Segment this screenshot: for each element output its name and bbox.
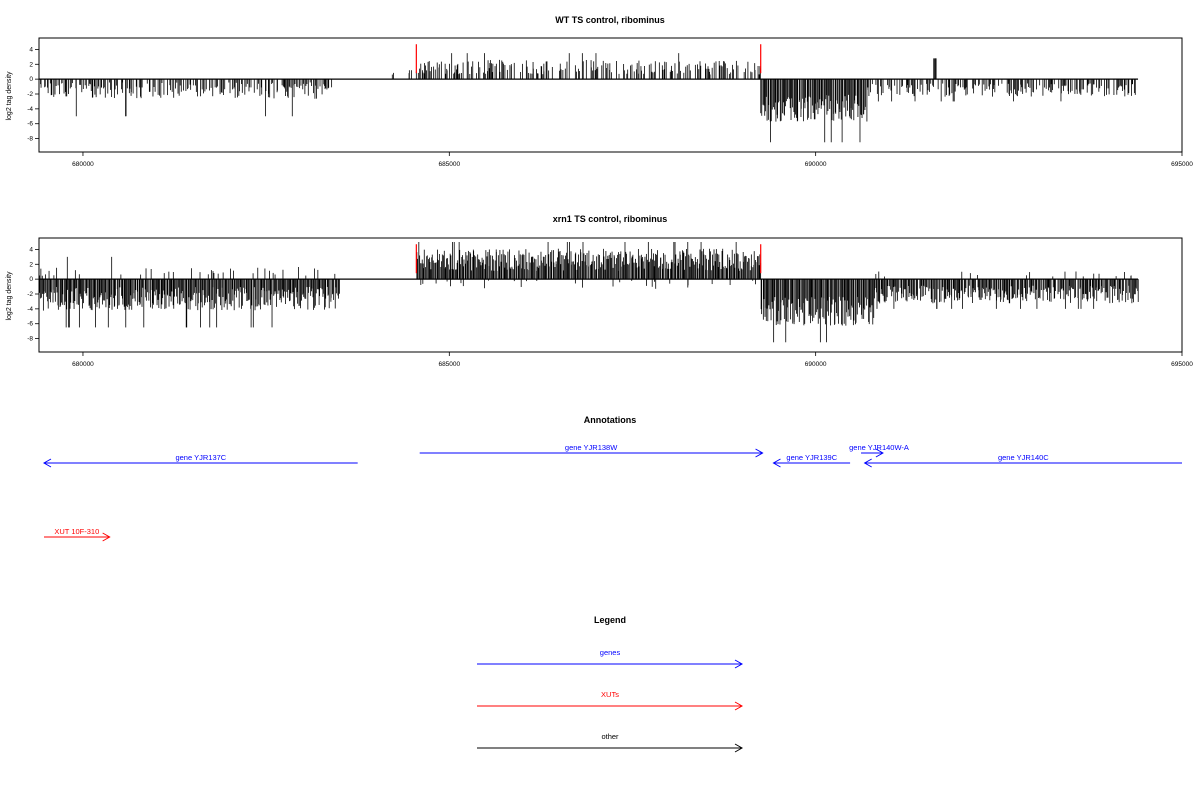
y-tick-label: 0 [29,76,33,83]
annotation-label: gene YJR137C [175,453,226,462]
x-tick-label: 680000 [72,361,94,368]
panel-xrn1-frame [38,237,1183,353]
y-tick-label: -4 [27,306,33,313]
x-tick-label: 685000 [438,161,460,168]
x-tick-label: 685000 [438,361,460,368]
annotation-gene-yjr139c: gene YJR139C [772,453,851,468]
panel-wt-frame [38,37,1183,153]
panel-xrn1-y-axis: 4 2 0 -2 -4 -6 -8 [27,246,39,343]
annotation-label: gene YJR138W [565,443,618,452]
arrowhead-left [42,458,52,468]
annotation-gene-yjr140c: gene YJR140C [863,453,1182,468]
arrowhead-right [875,448,884,458]
panel-xrn1: xrn1 TS control, ribominus log2 tag dens… [6,214,1193,368]
annotation-xut-10f-310: XUT 10F-310 [44,527,111,542]
panel-xrn1-ylabel: log2 tag density [6,271,13,321]
arrowhead-right [734,701,744,711]
legend-items: genes XUTs other [477,648,744,753]
annotation-label: gene YJR140C [998,453,1049,462]
legend-label: XUTs [601,690,619,699]
y-tick-label: -8 [27,336,33,343]
y-tick-label: -4 [27,106,33,113]
x-tick-label: 680000 [72,161,94,168]
panel-wt-x-axis: 680000 685000 690000 695000 [72,152,1193,168]
panel-wt-boundaries [415,44,762,74]
panel-xrn1-bars [39,242,1139,343]
panel-wt-y-axis: 4 2 0 -2 -4 -6 -8 [27,46,39,143]
x-tick-label: 690000 [805,361,827,368]
annotation-gene-yjr137c: gene YJR137C [42,453,358,468]
legend-label: other [601,732,619,741]
y-tick-label: 4 [29,46,33,53]
annotation-label: gene YJR139C [786,453,837,462]
y-tick-label: -6 [27,321,33,328]
annotation-gene-yjr140w-a: gene YJR140W-A [849,443,909,458]
arrowhead-right [734,659,744,669]
arrowhead-right [755,448,764,458]
annotations-title: Annotations [584,415,637,425]
panel-wt: WT TS control, ribominus log2 tag densit… [6,15,1193,168]
legend-section: Legend genes XUTs other [477,615,744,753]
legend-item-genes: genes [477,648,744,669]
panel-xrn1-boundaries [415,244,762,274]
panel-wt-ylabel: log2 tag density [6,71,13,121]
annotation-label: gene YJR140W-A [849,443,909,452]
legend-item-xuts: XUTs [477,690,744,711]
annotation-gene-yjr138w: gene YJR138W [419,443,764,458]
arrowhead-right [734,743,744,753]
panel-xrn1-title: xrn1 TS control, ribominus [553,214,668,224]
legend-item-other: other [477,732,744,753]
panel-wt-title: WT TS control, ribominus [555,15,665,25]
arrowhead-left [772,458,781,468]
x-tick-label: 690000 [805,161,827,168]
arrowhead-left [863,458,872,468]
legend-label: genes [600,648,621,657]
y-tick-label: -6 [27,121,33,128]
legend-title: Legend [594,615,626,625]
y-tick-label: -2 [27,91,33,98]
y-tick-label: 2 [29,261,33,268]
x-tick-label: 695000 [1171,361,1193,368]
y-tick-label: -8 [27,136,33,143]
y-tick-label: 2 [29,61,33,68]
annotation-label: XUT 10F-310 [54,527,99,536]
y-tick-label: 4 [29,246,33,253]
annotation-features: gene YJR137C gene YJR138W gene YJR139C gene… [42,443,1182,542]
arrowhead-right [102,532,111,542]
x-tick-label: 695000 [1171,161,1193,168]
panel-wt-bars [39,53,1139,143]
y-tick-label: -2 [27,291,33,298]
panel-xrn1-x-axis: 680000 685000 690000 695000 [72,352,1193,368]
y-tick-label: 0 [29,276,33,283]
